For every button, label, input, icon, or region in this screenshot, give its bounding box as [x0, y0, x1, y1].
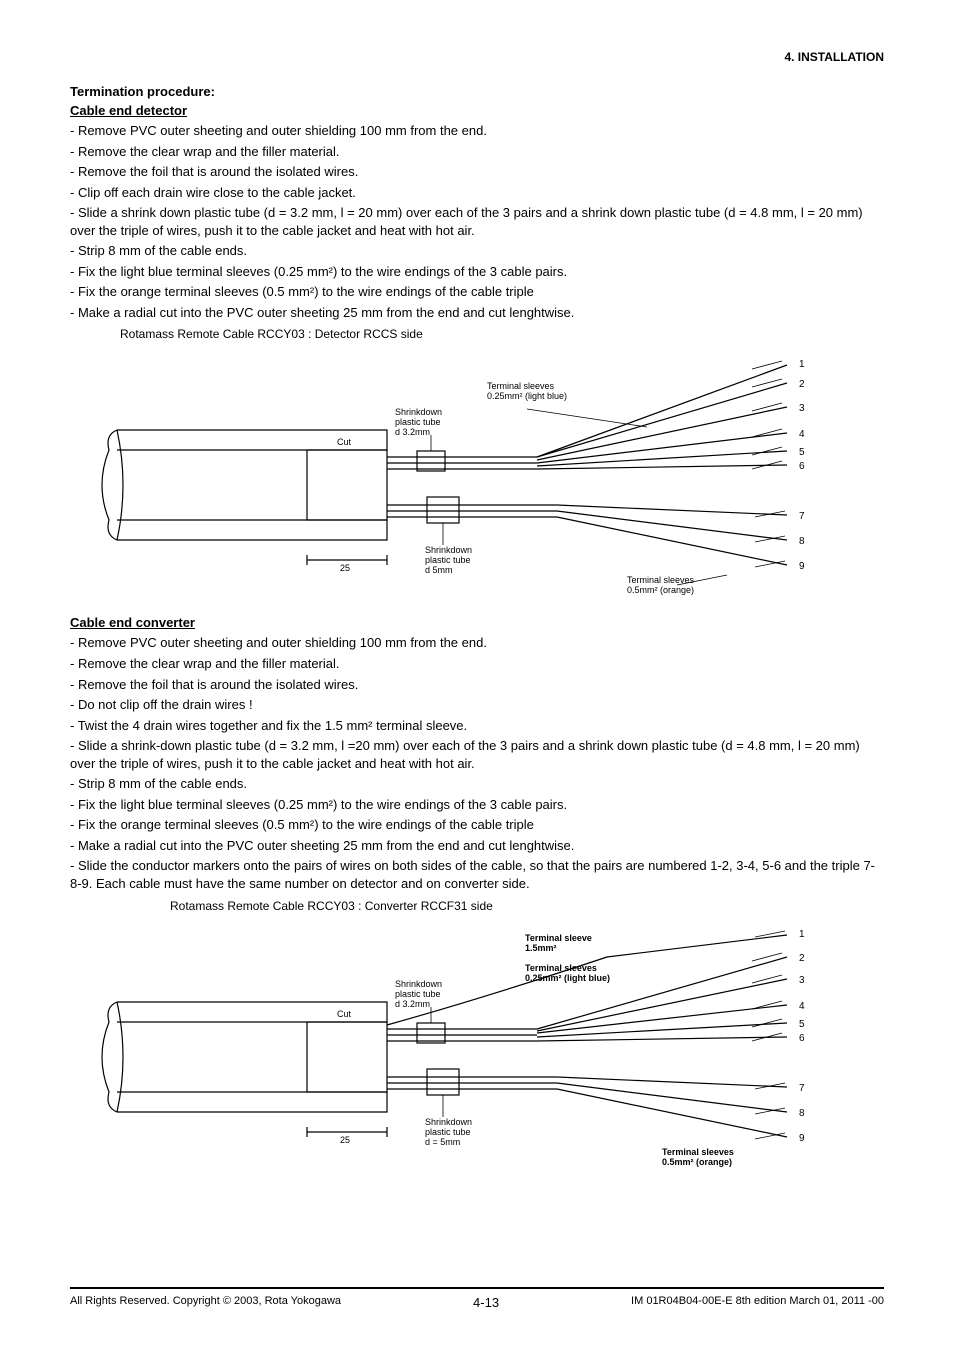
- list-item: - Fix the orange terminal sleeves (0.5 m…: [70, 816, 884, 834]
- wire-num: 6: [799, 1033, 805, 1044]
- wire-num: 9: [799, 1133, 805, 1144]
- label-sleeves05: Terminal sleeves0.5mm² (orange): [627, 575, 695, 595]
- wire-num: 1: [799, 929, 805, 940]
- diagram1-caption: Rotamass Remote Cable RCCY03 : Detector …: [120, 327, 884, 341]
- converter-steps: - Remove PVC outer sheeting and outer sh…: [70, 634, 884, 892]
- list-item: - Slide a shrink-down plastic tube (d = …: [70, 737, 884, 772]
- wire-num: 7: [799, 511, 805, 522]
- footer-copyright: All Rights Reserved. Copyright © 2003, R…: [70, 1295, 341, 1310]
- wire-num: 1: [799, 359, 805, 370]
- list-item: - Slide the conductor markers onto the p…: [70, 857, 884, 892]
- label-shrink32: Shrinkdownplastic tubed 3.2mm: [395, 979, 442, 1009]
- detector-heading: Cable end detector: [70, 103, 884, 118]
- wire-num: 3: [799, 403, 805, 414]
- label-dim25: 25: [340, 1135, 350, 1145]
- wire-num: 3: [799, 975, 805, 986]
- list-item: - Remove the clear wrap and the filler m…: [70, 143, 884, 161]
- cable-diagram-converter: Cut Shrinkdownplastic tubed 3.2mm Shrink…: [87, 917, 867, 1177]
- list-item: - Remove PVC outer sheeting and outer sh…: [70, 122, 884, 140]
- label-sleeves025: Terminal sleeves0.25mm² (light blue): [525, 963, 610, 983]
- wire-num: 8: [799, 1108, 805, 1119]
- diagram2-caption: Rotamass Remote Cable RCCY03 : Converter…: [170, 899, 884, 913]
- list-item: - Fix the orange terminal sleeves (0.5 m…: [70, 283, 884, 301]
- wire-num: 9: [799, 561, 805, 572]
- wire-num: 7: [799, 1083, 805, 1094]
- label-cut: Cut: [337, 1009, 352, 1019]
- label-sleeve15: Terminal sleeve1.5mm²: [525, 933, 592, 953]
- converter-heading: Cable end converter: [70, 615, 884, 630]
- list-item: - Strip 8 mm of the cable ends.: [70, 775, 884, 793]
- label-shrink5: Shrinkdownplastic tubed = 5mm: [425, 1117, 472, 1147]
- footer-docid: IM 01R04B04-00E-E 8th edition March 01, …: [631, 1295, 884, 1310]
- list-item: - Twist the 4 drain wires together and f…: [70, 717, 884, 735]
- wire-num: 6: [799, 461, 805, 472]
- list-item: - Fix the light blue terminal sleeves (0…: [70, 263, 884, 281]
- label-sleeves025: Terminal sleeves0.25mm² (light blue): [487, 381, 567, 401]
- footer-page-number: 4-13: [473, 1295, 499, 1310]
- label-sleeves05: Terminal sleeves0.5mm² (orange): [662, 1147, 734, 1167]
- list-item: - Remove the foil that is around the iso…: [70, 163, 884, 181]
- list-item: - Strip 8 mm of the cable ends.: [70, 242, 884, 260]
- list-item: - Remove PVC outer sheeting and outer sh…: [70, 634, 884, 652]
- list-item: - Do not clip off the drain wires !: [70, 696, 884, 714]
- wire-num: 2: [799, 379, 805, 390]
- wire-num: 5: [799, 1019, 805, 1030]
- label-shrink32: Shrinkdownplastic tubed 3.2mm: [395, 407, 442, 437]
- label-cut: Cut: [337, 437, 352, 447]
- label-shrink5: Shrinkdownplastic tubed 5mm: [425, 545, 472, 575]
- section-header: 4. INSTALLATION: [70, 50, 884, 64]
- detector-steps: - Remove PVC outer sheeting and outer sh…: [70, 122, 884, 321]
- list-item: - Clip off each drain wire close to the …: [70, 184, 884, 202]
- wire-num: 2: [799, 953, 805, 964]
- wire-num: 8: [799, 536, 805, 547]
- list-item: - Remove the clear wrap and the filler m…: [70, 655, 884, 673]
- list-item: - Slide a shrink down plastic tube (d = …: [70, 204, 884, 239]
- wire-num: 4: [799, 1001, 805, 1012]
- cable-diagram-detector: Cut Shrinkdownplastic tubed 3.2mm Shrink…: [87, 345, 867, 605]
- list-item: - Fix the light blue terminal sleeves (0…: [70, 796, 884, 814]
- list-item: - Make a radial cut into the PVC outer s…: [70, 837, 884, 855]
- wire-num: 5: [799, 447, 805, 458]
- label-dim25: 25: [340, 563, 350, 573]
- termination-title: Termination procedure:: [70, 84, 884, 99]
- list-item: - Make a radial cut into the PVC outer s…: [70, 304, 884, 322]
- wire-num: 4: [799, 429, 805, 440]
- page-footer: All Rights Reserved. Copyright © 2003, R…: [70, 1287, 884, 1310]
- list-item: - Remove the foil that is around the iso…: [70, 676, 884, 694]
